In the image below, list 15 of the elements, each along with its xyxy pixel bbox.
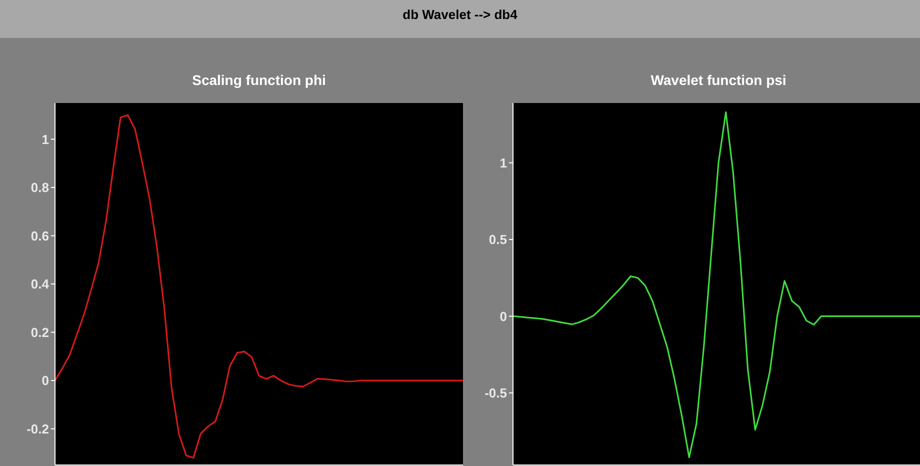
y-tick-label: -0.5 xyxy=(484,386,507,401)
y-tick-label: -0.2 xyxy=(26,421,49,436)
y-tick-label: 1 xyxy=(500,155,507,170)
line-series xyxy=(54,114,463,459)
y-tick-label: 0 xyxy=(500,308,507,324)
y-tick-label: 0 xyxy=(42,373,49,388)
y-tick-label: 1 xyxy=(42,132,49,147)
y-tick-label: 0.6 xyxy=(30,228,49,244)
y-tick-label: 0.4 xyxy=(30,276,50,292)
text: db Wavelet --> db4 xyxy=(0,0,920,38)
y-tick-label: 0.5 xyxy=(488,232,507,248)
y-tick-label: 0.8 xyxy=(30,180,49,196)
y-tick-label: 0.2 xyxy=(30,324,49,340)
chart-title: Scaling function phi xyxy=(191,72,327,88)
chart-title: Wavelet function psi xyxy=(650,72,788,88)
